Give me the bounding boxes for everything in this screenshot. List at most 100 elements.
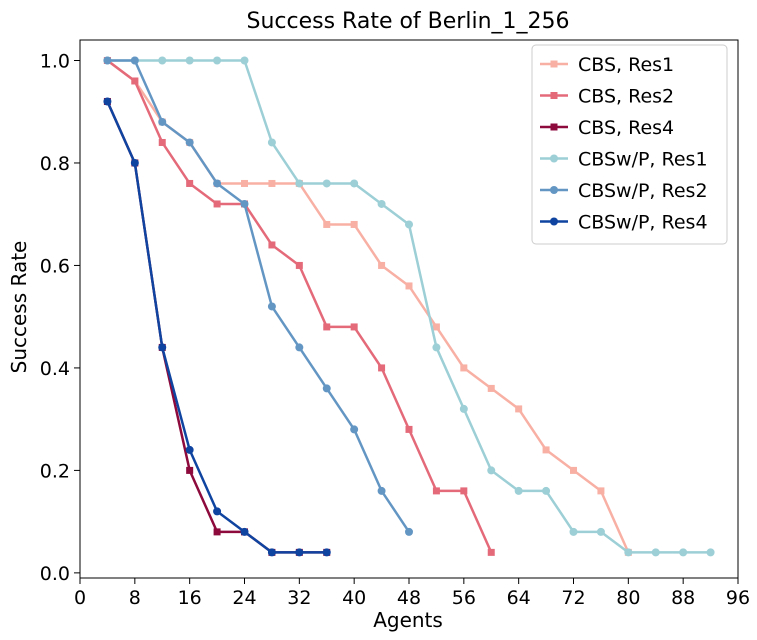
data-point [542,446,550,454]
data-point [350,425,359,434]
data-point [322,384,331,393]
data-point [158,138,166,146]
data-point [378,261,386,269]
data-point [624,548,633,557]
legend-marker [550,92,558,99]
data-point [487,384,495,392]
data-point [323,323,331,331]
data-point [515,405,523,413]
legend: CBS, Res1 CBS, Res2 CBS, Res4 CBSw/P, Res1 C… [531,44,728,245]
data-point [240,527,249,536]
data-point [378,364,386,372]
x-tick-label: 32 [287,587,311,609]
x-axis: 0 8 16 24 32 40 48 56 64 72 80 88 96 [74,578,750,609]
data-point [213,56,222,65]
data-point [130,56,139,65]
data-point [377,199,386,208]
data-point [405,527,413,536]
legend-marker [550,154,558,163]
x-tick-label: 16 [178,587,202,609]
legend-label: CBS, Res1 [578,54,674,76]
data-point [706,548,715,557]
data-point [432,323,440,331]
data-point [213,179,222,188]
data-point [158,117,167,126]
series-line [106,100,327,554]
data-point [350,220,358,228]
x-tick-label: 72 [561,587,585,609]
data-point [542,486,551,495]
data-point [240,56,249,65]
legend-box [531,44,728,245]
y-tick-label: 0.2 [40,460,70,482]
data-point [185,138,194,147]
data-point [322,548,331,557]
y-tick-label: 0.0 [40,563,70,585]
data-point [597,487,605,495]
x-tick-label: 56 [452,587,476,609]
legend-label: CBS, Res4 [578,117,674,139]
data-point [185,56,194,65]
data-point [213,528,221,536]
legend-item: CBSw/P, Res4 [540,212,708,234]
data-point [103,97,112,106]
legend-item: CBSw/P, Res2 [540,180,708,202]
data-point [185,445,194,454]
data-point [240,199,249,208]
legend-label: CBS, Res2 [578,86,674,108]
plot-area [79,39,739,579]
legend-label: CBSw/P, Res4 [578,212,708,234]
data-point [241,179,248,187]
data-point [213,507,222,516]
x-tick-label: 40 [342,587,366,609]
data-point [596,527,605,536]
legend-item: CBS, Res1 [540,54,674,76]
data-point [130,158,139,167]
data-point [487,466,496,475]
data-point [267,548,276,557]
series-4 [103,56,413,536]
data-point [459,404,468,413]
data-point [267,302,276,311]
data-point [186,179,194,187]
data-point [405,220,413,229]
data-point [350,179,359,188]
series-2 [103,97,331,556]
data-point [514,486,523,495]
data-point [569,527,578,536]
legend-label: CBSw/P, Res2 [578,180,708,202]
data-point [158,56,167,65]
x-tick-label: 64 [507,587,531,609]
data-point [268,179,276,187]
data-point [405,425,413,433]
series-line [106,100,327,554]
data-point [377,486,386,495]
series-line [106,59,493,553]
x-tick-label: 24 [232,587,256,609]
data-point [323,220,331,228]
data-point [103,56,112,65]
data-point [460,364,468,372]
legend-item: CBS, Res2 [540,86,674,108]
y-axis: 0.0 0.2 0.4 0.6 0.8 1.0 [40,50,80,585]
series-5 [103,97,331,557]
x-tick-label: 0 [74,587,86,609]
x-tick-label: 48 [397,587,421,609]
legend-marker [550,123,558,131]
data-point [267,138,276,147]
y-tick-label: 0.6 [40,255,70,277]
legend-marker [550,217,558,226]
y-tick-label: 0.8 [40,153,70,175]
data-point [432,487,440,495]
data-point [460,487,468,495]
data-point [295,261,303,269]
data-point [405,282,413,290]
data-point [487,548,495,556]
data-point [213,200,221,208]
data-point [158,343,167,352]
data-point [186,466,194,474]
data-point [322,179,331,188]
data-point [679,548,688,557]
data-point [295,343,304,352]
